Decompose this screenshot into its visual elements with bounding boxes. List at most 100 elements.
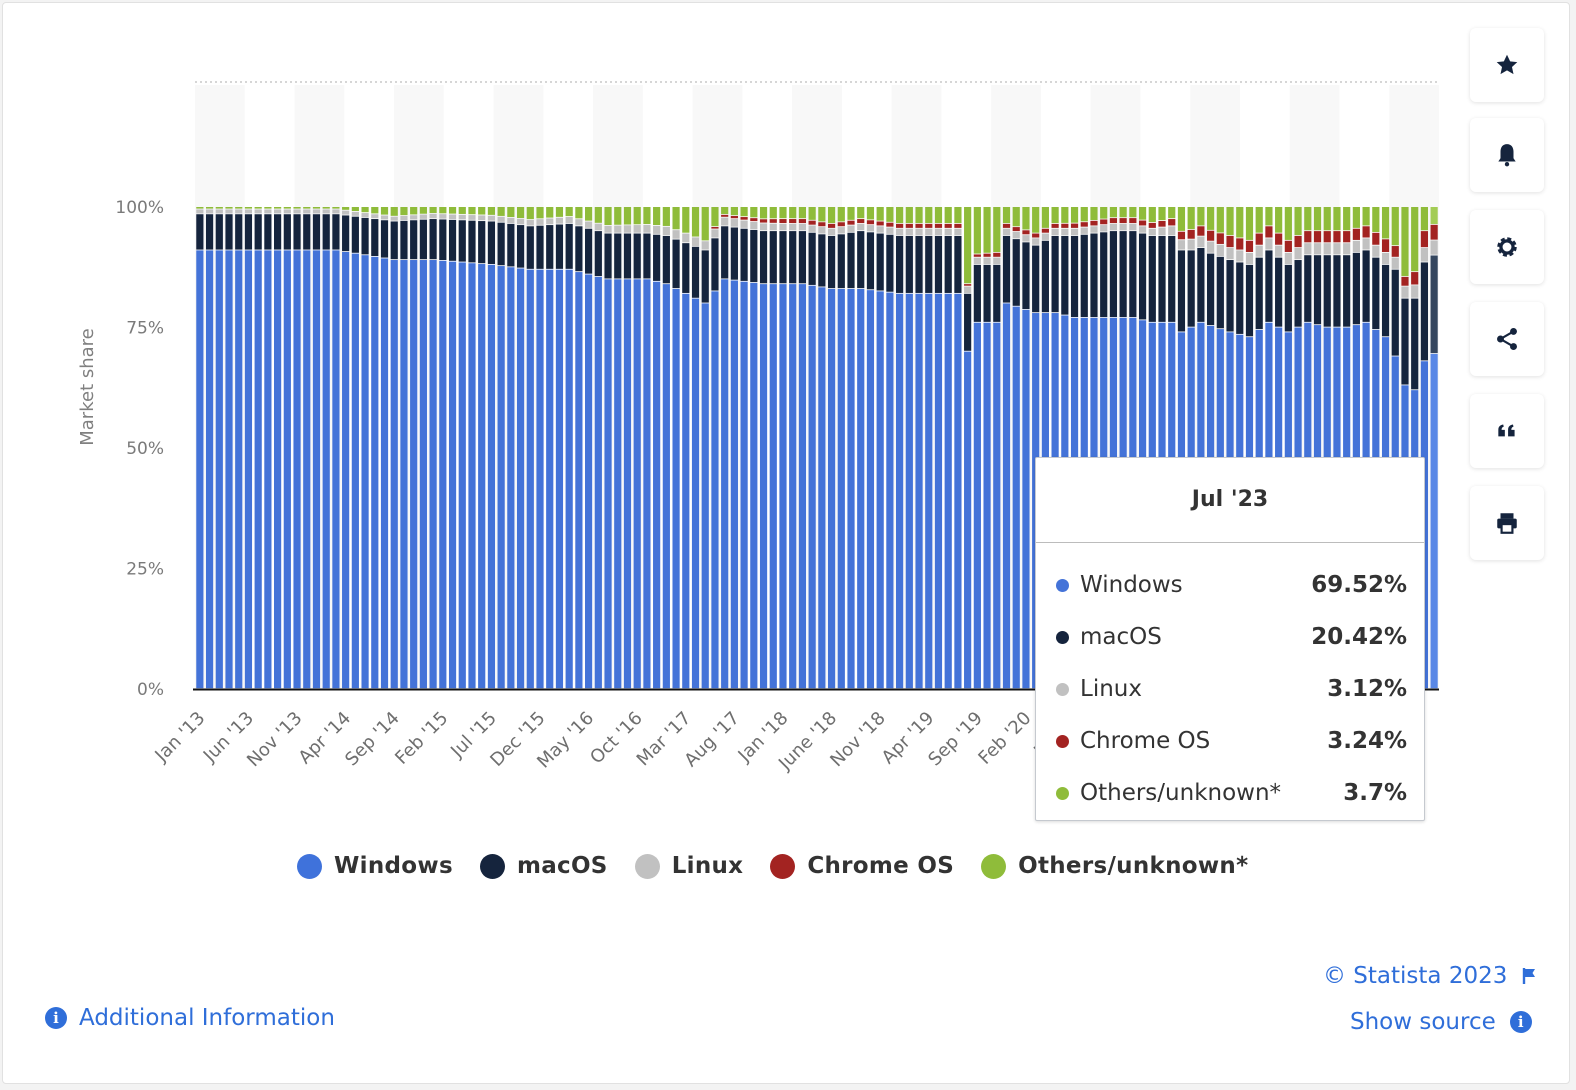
bar-stack xyxy=(993,207,1001,689)
bar-segment-linux xyxy=(614,225,622,233)
bar-stack xyxy=(565,207,573,689)
bar-segment-windows xyxy=(497,266,505,689)
bar-segment-linux xyxy=(1177,240,1186,250)
bar-segment-macos xyxy=(1012,239,1020,306)
bar-segment-others-unknown xyxy=(1090,207,1098,221)
bar-stack xyxy=(322,207,330,689)
bar-segment-windows xyxy=(905,293,913,689)
bar-segment-linux xyxy=(1381,252,1390,265)
bar-segment-windows xyxy=(682,293,690,689)
bar-stack xyxy=(380,207,389,689)
x-tick-label: Feb '15 xyxy=(391,708,452,769)
legend-item-macos[interactable]: macOS xyxy=(479,853,608,879)
legend-item-chromeos[interactable]: Chrome OS xyxy=(770,853,954,879)
bar-segment-macos xyxy=(380,220,389,258)
quote-icon xyxy=(1498,424,1515,437)
bar-segment-linux xyxy=(410,215,418,220)
bar-segment-windows xyxy=(565,269,573,689)
bar-segment-linux xyxy=(546,218,554,225)
bar-segment-others-unknown xyxy=(1080,207,1088,222)
bar-segment-others-unknown xyxy=(351,207,359,212)
bar-segment-macos xyxy=(526,226,534,269)
bar-segment-others-unknown xyxy=(478,207,486,215)
bar-segment-windows xyxy=(847,288,855,689)
bar-segment-linux xyxy=(973,257,981,265)
bar-segment-macos xyxy=(293,214,301,250)
bar-segment-windows xyxy=(604,279,612,689)
bar-segment-chrome-os xyxy=(1236,238,1244,250)
bar-segment-others-unknown xyxy=(507,207,515,217)
bar-segment-others-unknown xyxy=(915,207,923,224)
bar-segment-linux xyxy=(1255,245,1263,257)
bar-segment-linux xyxy=(1284,252,1292,265)
bar-stack xyxy=(264,207,272,689)
bar-stack xyxy=(254,207,262,689)
bar-stack xyxy=(964,207,972,689)
bar-segment-linux xyxy=(1362,238,1370,250)
show-source-link[interactable]: Show source i xyxy=(1350,1009,1532,1035)
windows-dot-icon xyxy=(1056,578,1069,592)
bar-segment-windows xyxy=(653,281,661,689)
bar-segment-linux xyxy=(429,213,437,219)
macos-legend-dot-icon xyxy=(479,853,505,879)
bar-segment-others-unknown xyxy=(789,207,797,219)
bar-segment-macos xyxy=(1051,235,1059,313)
bar-segment-others-unknown xyxy=(1216,207,1224,233)
bar-segment-others-unknown xyxy=(944,207,952,224)
bar-segment-others-unknown xyxy=(448,207,457,214)
bar-segment-linux xyxy=(1294,247,1302,260)
bar-segment-macos xyxy=(1304,255,1312,322)
bar-segment-windows xyxy=(585,274,593,689)
bar-segment-macos xyxy=(730,227,738,280)
bar-segment-windows xyxy=(283,250,291,689)
bar-segment-linux xyxy=(448,214,457,220)
notification-button[interactable] xyxy=(1470,118,1544,192)
favorite-button[interactable] xyxy=(1470,28,1544,102)
bar-segment-others-unknown xyxy=(254,207,262,209)
bar-segment-others-unknown xyxy=(876,207,884,221)
bar-segment-windows xyxy=(876,291,884,689)
bar-segment-linux xyxy=(303,209,311,214)
bar-segment-macos xyxy=(312,214,321,250)
bar-segment-windows xyxy=(857,288,865,689)
bar-stack xyxy=(1012,207,1020,689)
bar-stack xyxy=(604,207,612,689)
bar-segment-macos xyxy=(983,264,991,322)
bar-segment-others-unknown xyxy=(516,207,525,219)
y-tick-label: 25% xyxy=(126,560,164,580)
bar-segment-macos xyxy=(546,225,554,269)
bar-segment-linux xyxy=(1119,223,1127,231)
legend-item-others[interactable]: Others/unknown* xyxy=(981,853,1248,879)
legend-item-windows[interactable]: Windows xyxy=(297,853,453,879)
bar-segment-linux xyxy=(1216,244,1224,257)
bar-stack xyxy=(934,207,943,689)
bar-segment-linux xyxy=(740,220,748,228)
bar-stack xyxy=(662,207,670,689)
bar-stack xyxy=(585,207,593,689)
bar-segment-others-unknown xyxy=(1061,207,1069,223)
bar-segment-linux xyxy=(215,209,223,214)
copyright-link[interactable]: © Statista 2023 xyxy=(1323,963,1539,989)
bar-segment-others-unknown xyxy=(1411,207,1419,272)
bar-segment-linux xyxy=(818,227,826,234)
bar-segment-others-unknown xyxy=(1138,207,1147,220)
share-button[interactable] xyxy=(1470,302,1544,376)
bar-segment-linux xyxy=(915,228,923,236)
bar-segment-linux xyxy=(1333,243,1341,255)
print-button[interactable] xyxy=(1470,486,1544,560)
cite-button[interactable] xyxy=(1470,394,1544,468)
bar-stack xyxy=(614,207,622,689)
bar-segment-macos xyxy=(682,243,690,293)
bar-segment-others-unknown xyxy=(1362,207,1370,226)
legend-item-linux[interactable]: Linux xyxy=(634,853,744,879)
settings-button[interactable] xyxy=(1470,210,1544,284)
bar-segment-windows xyxy=(225,250,233,689)
bar-segment-others-unknown xyxy=(312,207,321,209)
bar-stack xyxy=(594,207,602,689)
bar-segment-windows xyxy=(254,250,262,689)
additional-information-link[interactable]: i Additional Information xyxy=(45,1005,335,1031)
bar-segment-macos xyxy=(672,239,680,289)
bar-segment-linux xyxy=(1090,226,1098,233)
bar-stack xyxy=(448,207,457,689)
bar-segment-macos xyxy=(876,233,884,291)
